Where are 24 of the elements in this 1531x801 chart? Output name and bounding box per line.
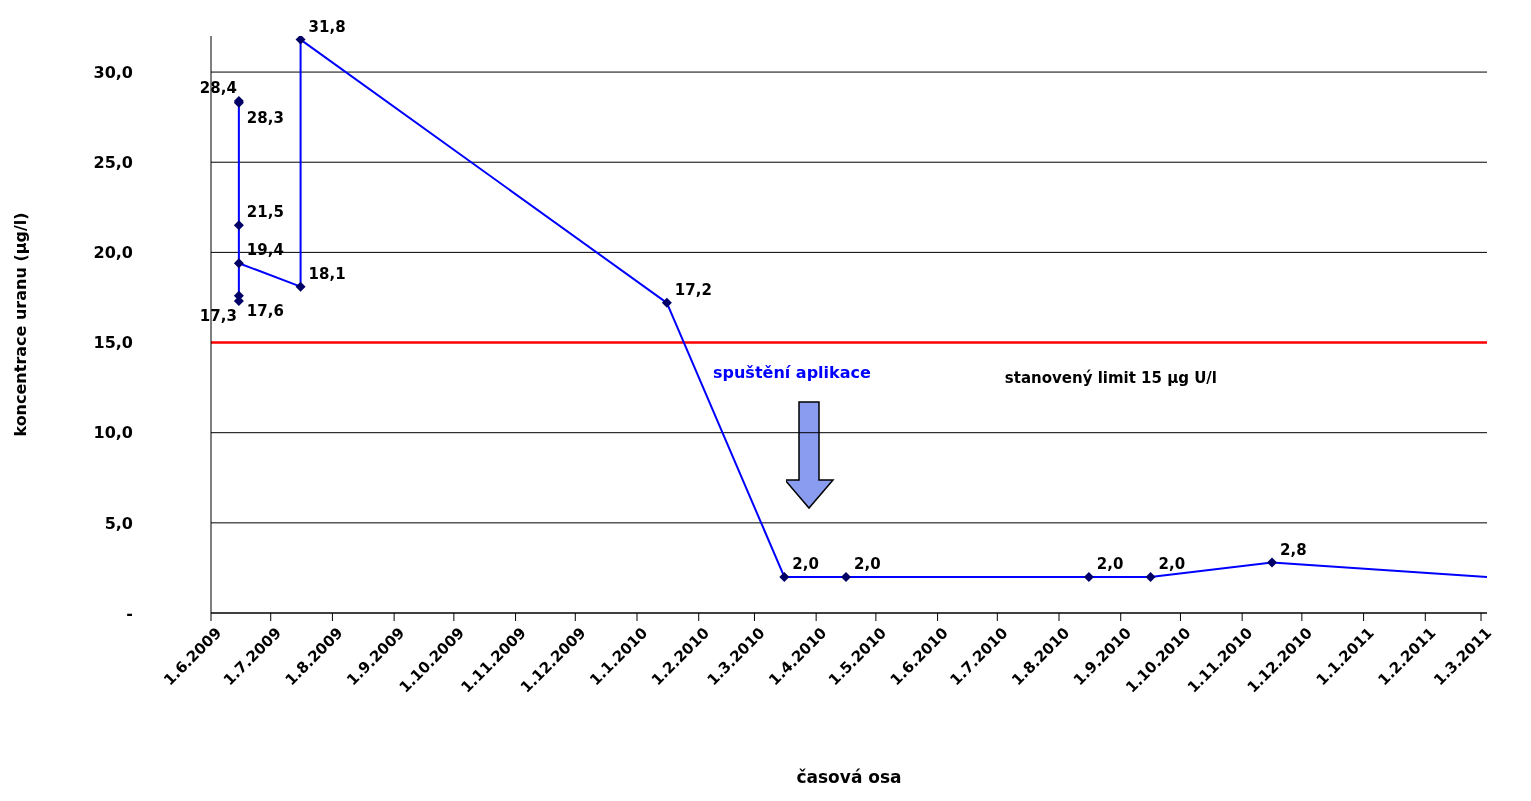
y-axis-title: koncentrace uranu (µg/l) (10, 212, 30, 437)
x-axis-title: časová osa (796, 767, 902, 787)
data-label: 2,0 (792, 554, 819, 573)
ref-line-label: stanovený limit 15 µg U/l (1004, 369, 1217, 388)
y-tick-label: 25,0 (93, 152, 133, 172)
data-label: 21,5 (246, 203, 284, 222)
data-label: 28,4 (199, 78, 237, 97)
data-label: 17,2 (674, 280, 712, 299)
annotation: spuštění aplikace (713, 363, 871, 382)
data-label: 2,0 (854, 554, 881, 573)
data-label: 17,6 (246, 301, 284, 320)
data-label: 28,3 (246, 108, 284, 127)
data-label: 2,0 (1096, 554, 1124, 573)
data-label: 31,8 (308, 17, 346, 36)
y-tick-label: 5,0 (104, 513, 133, 533)
y-tick-label: 20,0 (93, 243, 133, 263)
y-tick-label: 30,0 (93, 62, 133, 82)
y-tick-label: 15,0 (93, 333, 133, 353)
data-label: 18,1 (308, 264, 346, 283)
y-tick-label: 10,0 (93, 423, 133, 443)
data-label: 17,3 (199, 307, 237, 326)
y-tick-label: - (126, 603, 133, 623)
data-label: 2,0 (1158, 554, 1186, 573)
data-label: 2,8 (1280, 540, 1307, 559)
